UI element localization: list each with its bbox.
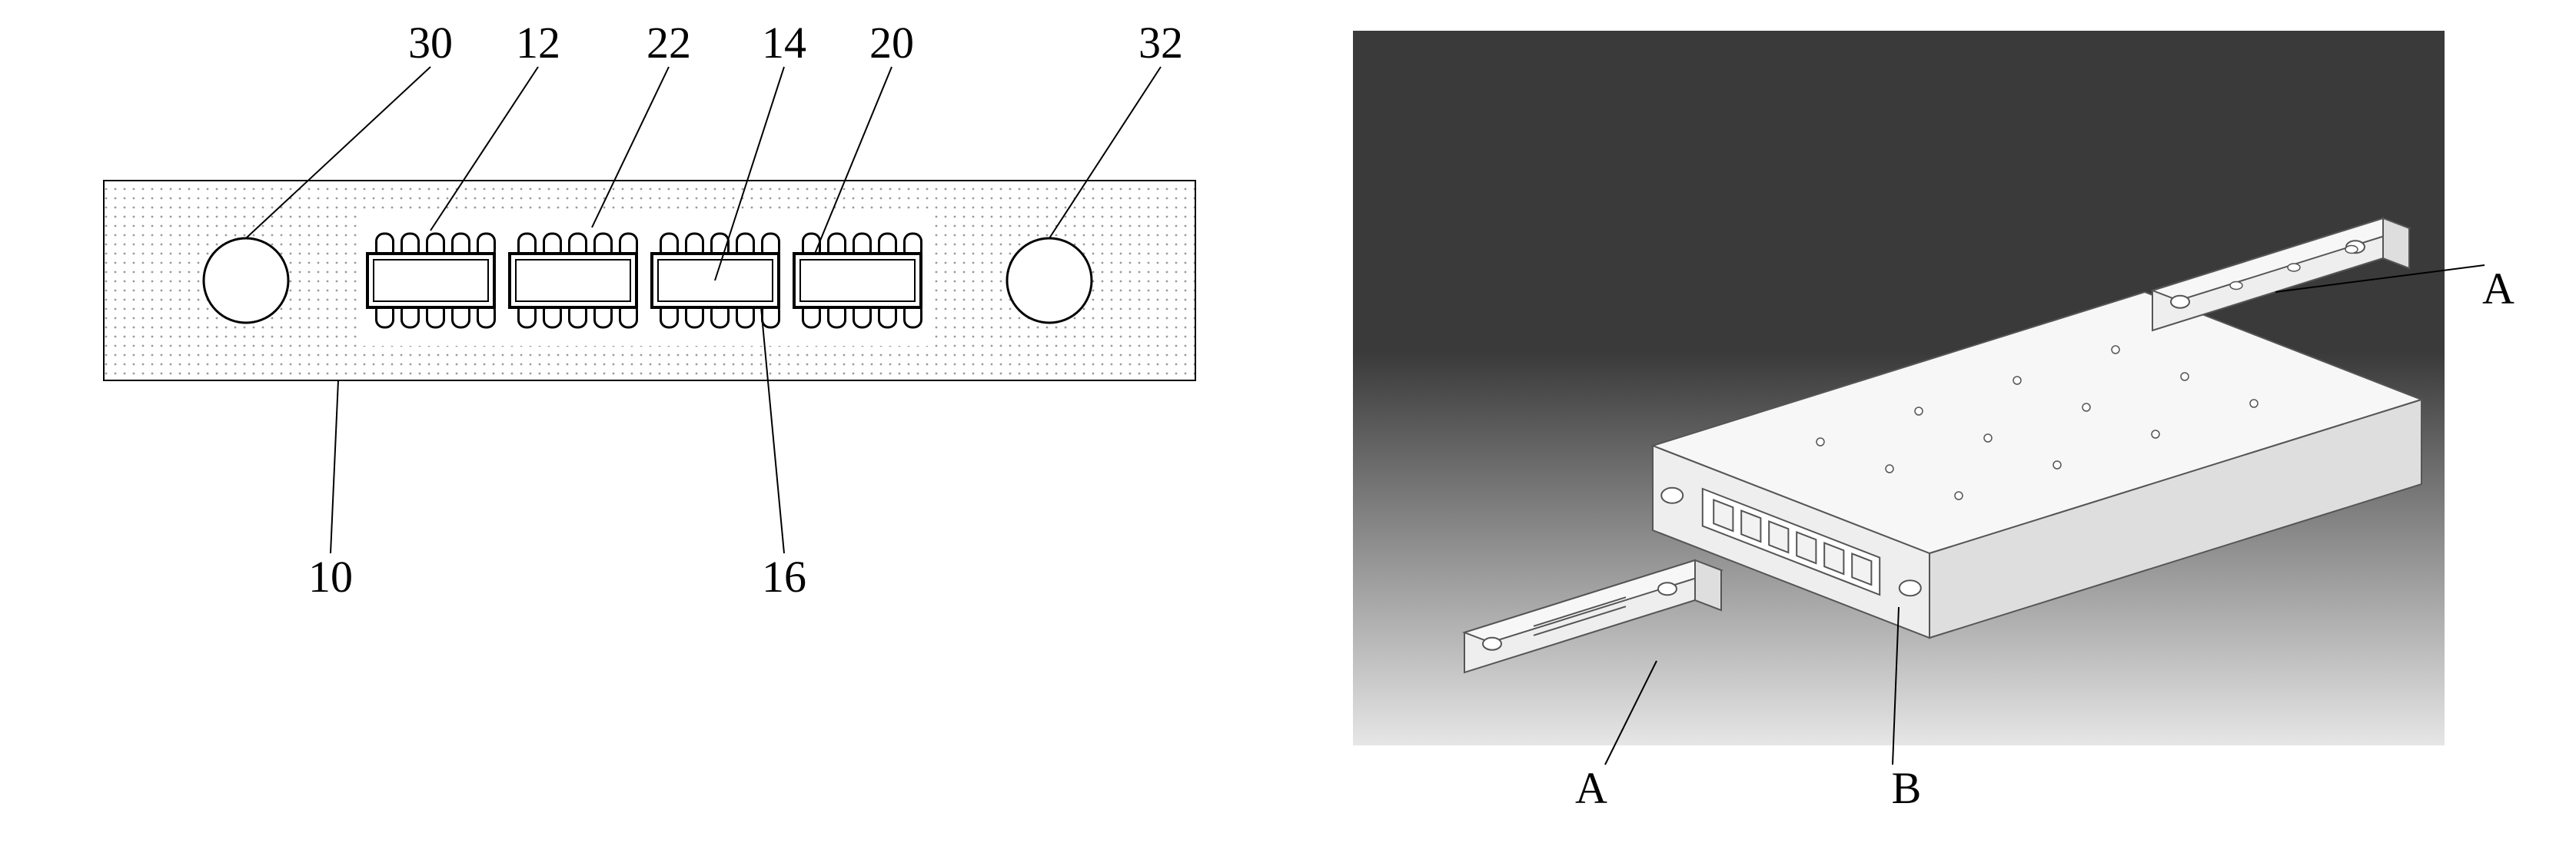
schematic-left: 30 12 22 14 20 32 10 16 [104,18,1195,602]
svg-text:20: 20 [869,18,914,68]
svg-text:A: A [2482,264,2515,314]
svg-text:30: 30 [408,18,453,68]
svg-text:10: 10 [308,552,353,602]
mount-hole-right [1007,238,1092,323]
rendering-right: A A B [1353,31,2515,813]
svg-text:22: 22 [646,18,691,68]
front-hole-1 [1900,580,1921,596]
front-hole-0 [1661,488,1683,503]
callout-10: 10 [308,380,353,602]
figure-sheet: 30 12 22 14 20 32 10 16 A A B [0,0,2576,863]
svg-text:14: 14 [762,18,806,68]
svg-text:B: B [1892,763,1922,813]
svg-text:16: 16 [762,552,806,602]
svg-text:12: 12 [516,18,560,68]
svg-text:A: A [1575,763,1607,813]
drawing-canvas: 30 12 22 14 20 32 10 16 A A B [0,0,2576,863]
svg-text:32: 32 [1138,18,1183,68]
mount-hole-left [204,238,288,323]
